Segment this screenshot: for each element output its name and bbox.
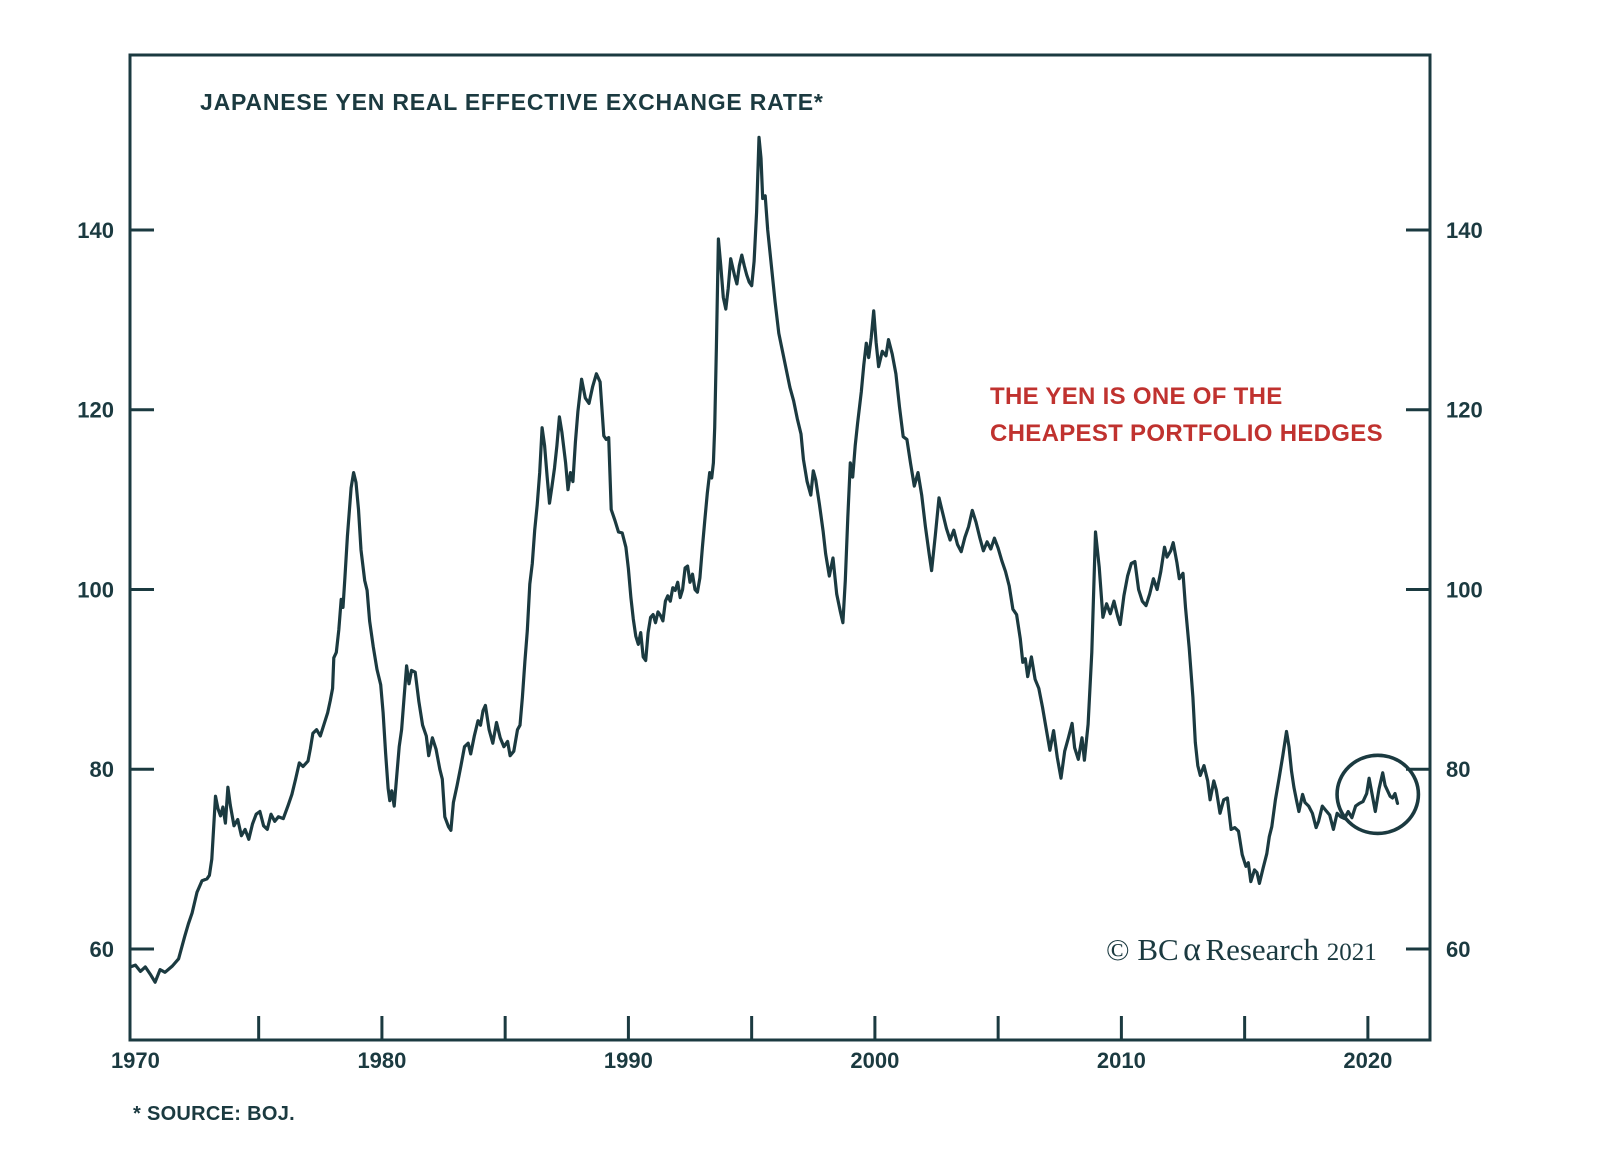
- y-axis-labels-right: 60 80 100 120 140: [1446, 218, 1483, 962]
- x-axis-label-2010: 2010: [1097, 1048, 1146, 1073]
- y-axis-label-right-120: 120: [1446, 398, 1483, 423]
- y-axis-label-right-60: 60: [1446, 937, 1470, 962]
- y-axis-label-left-60: 60: [90, 937, 114, 962]
- x-axis-labels: 1970 1980 1990 2000 2010 2020: [111, 1048, 1392, 1073]
- plot-border: [128, 53, 1432, 1042]
- y-axis-label-right-140: 140: [1446, 218, 1483, 243]
- annotation-line-1: THE YEN IS ONE OF THE: [990, 383, 1283, 410]
- y-axis-ticks-right: [1406, 228, 1430, 951]
- x-axis-label-2020: 2020: [1343, 1048, 1392, 1073]
- annotation-line-2: CHEAPEST PORTFOLIO HEDGES: [990, 420, 1383, 447]
- y-axis-label-left-140: 140: [77, 218, 114, 243]
- source-note: * SOURCE: BOJ.: [133, 1103, 295, 1125]
- series-line-jpy-reer: [128, 135, 1400, 984]
- x-axis-label-1990: 1990: [604, 1048, 653, 1073]
- logo-brand: BC: [1137, 932, 1178, 967]
- y-axis-label-right-80: 80: [1446, 757, 1470, 782]
- x-axis-ticks: [257, 1016, 1370, 1040]
- logo-copyright-symbol: ©: [1106, 932, 1137, 967]
- logo-alpha-glyph: α: [1183, 931, 1201, 968]
- bca-research-logo: © BC α Research 2021: [1106, 931, 1377, 968]
- highlight-circle-annotation: [1335, 753, 1421, 836]
- chart-title: JAPANESE YEN REAL EFFECTIVE EXCHANGE RAT…: [200, 89, 824, 115]
- x-axis-label-1970: 1970: [111, 1048, 160, 1073]
- logo-year: 2021: [1327, 939, 1377, 966]
- x-axis-label-1980: 1980: [357, 1048, 406, 1073]
- y-axis-label-left-80: 80: [90, 757, 114, 782]
- y-axis-ticks-left: [130, 228, 154, 951]
- y-axis-label-left-100: 100: [77, 577, 114, 602]
- logo-suffix: Research: [1205, 932, 1326, 967]
- y-axis-label-right-100: 100: [1446, 577, 1483, 602]
- x-axis-label-2000: 2000: [850, 1048, 899, 1073]
- y-axis-labels-left: 60 80 100 120 140: [77, 218, 114, 962]
- y-axis-label-left-120: 120: [77, 398, 114, 423]
